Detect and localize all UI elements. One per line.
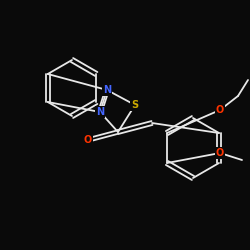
Text: O: O (84, 135, 92, 145)
Text: O: O (216, 148, 224, 158)
Text: N: N (103, 85, 111, 95)
Text: O: O (216, 105, 224, 115)
Text: S: S (132, 100, 138, 110)
Text: N: N (96, 107, 104, 117)
